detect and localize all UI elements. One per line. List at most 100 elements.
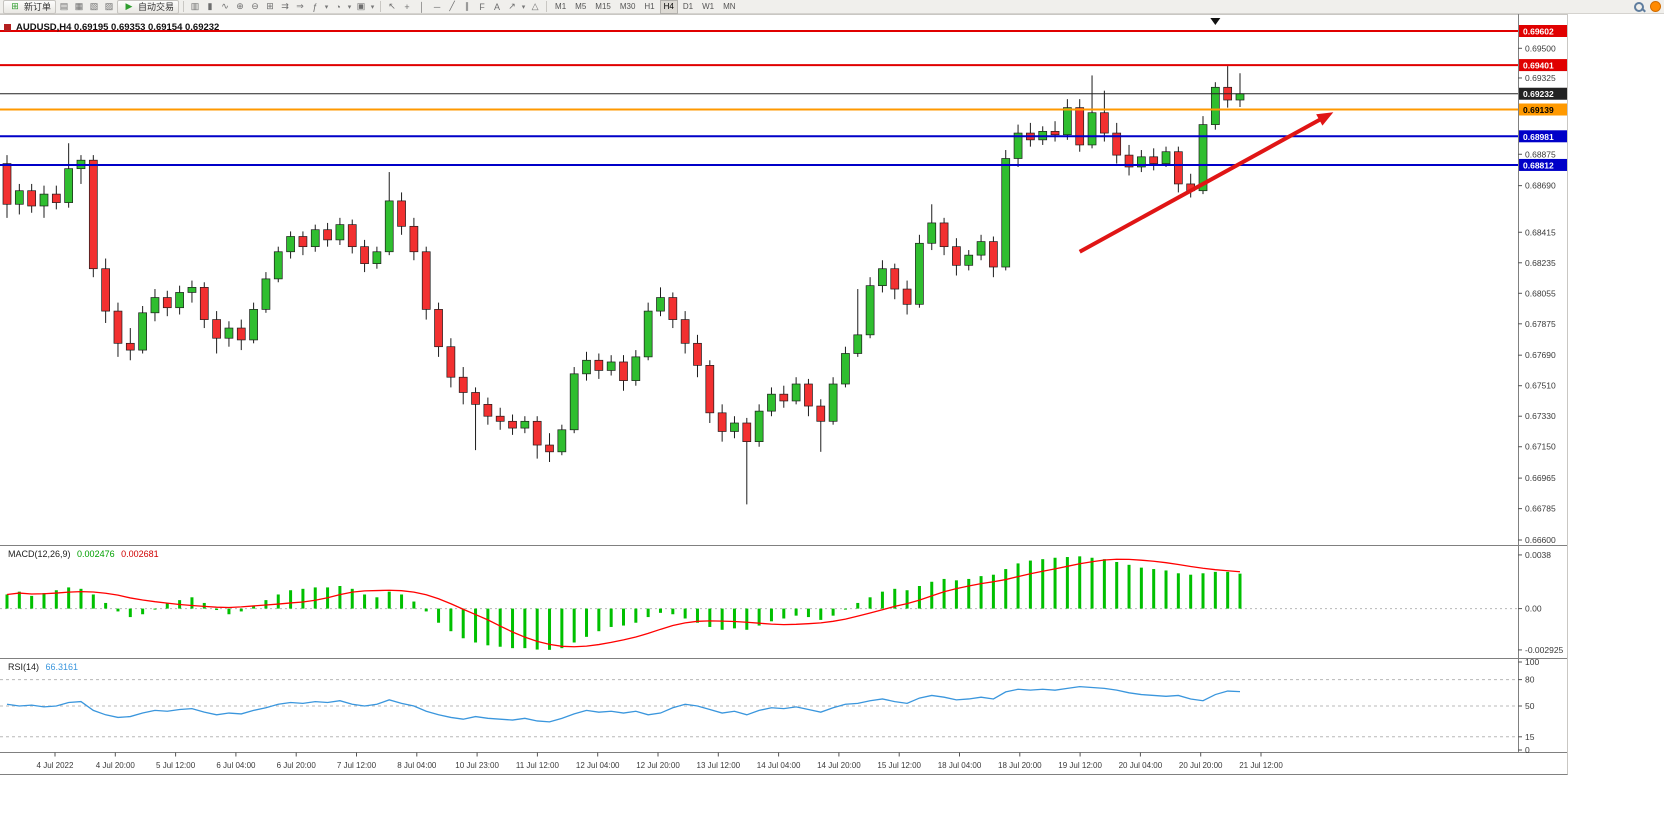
candle-body — [939, 222, 949, 248]
time-axis-label: 5 Jul 12:00 — [156, 761, 196, 770]
candle-body — [828, 383, 838, 422]
macd-histogram-bar — [128, 608, 132, 618]
trend-arrow-head[interactable] — [1316, 112, 1334, 126]
macd-histogram-bar — [215, 608, 219, 611]
chart-shift-icon[interactable]: ⇒ — [296, 1, 304, 11]
macd-histogram-bar — [745, 608, 749, 630]
candle-body — [878, 268, 887, 287]
shapes-icon[interactable]: △ — [531, 1, 539, 11]
candle-body — [1112, 132, 1122, 156]
community-icon[interactable] — [1650, 1, 1661, 12]
templates-icon[interactable]: ▣ — [356, 1, 366, 11]
macd-histogram-bar — [1102, 559, 1106, 609]
candle-body — [508, 420, 517, 429]
timeframe-H4[interactable]: H4 — [659, 0, 678, 14]
candle-body — [680, 319, 690, 344]
vertical-line-icon[interactable]: │ — [419, 1, 425, 12]
horizontal-line-icon[interactable]: ─ — [433, 1, 441, 12]
candle-body — [1050, 131, 1060, 136]
text-label-icon[interactable]: A — [494, 1, 501, 12]
candle-body — [446, 346, 456, 378]
indicators-caret-icon[interactable]: ▾ — [324, 3, 329, 11]
macd-histogram-bar — [400, 594, 404, 609]
level-price-label: 0.69401 — [1523, 61, 1554, 71]
macd-histogram-bar — [387, 591, 391, 609]
auto-scroll-icon[interactable]: ⇉ — [281, 1, 289, 11]
zoom-out-icon[interactable]: ⊖ — [251, 1, 259, 11]
macd-histogram-bar — [535, 608, 539, 650]
periods-caret-icon[interactable]: ▾ — [347, 3, 352, 11]
candle-body — [471, 392, 480, 405]
macd-histogram-bar — [843, 608, 847, 610]
chart-area[interactable]: 0.69500 0.69325 0.68875 0.68690 0.68415 0.682… — [0, 14, 1664, 826]
data-window-icon[interactable]: ▦ — [74, 1, 84, 11]
timeframe-M5[interactable]: M5 — [575, 1, 587, 11]
timeframe-MN[interactable]: MN — [723, 1, 736, 11]
timeframe-M1[interactable]: M1 — [555, 1, 567, 11]
time-axis-label: 18 Jul 04:00 — [938, 761, 982, 770]
line-chart-icon[interactable]: ∿ — [221, 1, 229, 11]
macd-histogram-bar — [350, 588, 354, 609]
indicators-icon[interactable]: ƒ — [312, 1, 318, 12]
candle-body — [557, 429, 567, 453]
macd-histogram-bar — [449, 608, 453, 632]
arrow-tool-icon[interactable]: ↗ — [508, 1, 516, 11]
macd-histogram-bar — [30, 595, 34, 609]
macd-histogram-bar — [190, 597, 194, 609]
macd-histogram-bar — [1065, 557, 1069, 609]
terminal-icon[interactable]: ▨ — [104, 1, 114, 11]
new-order-button[interactable]: ⊞ 新订单 — [3, 0, 57, 14]
trend-arrow-line[interactable] — [1078, 114, 1328, 254]
timeframe-W1[interactable]: W1 — [702, 1, 715, 11]
tile-windows-icon[interactable]: ⊞ — [266, 1, 274, 11]
macd-panel[interactable] — [0, 546, 1518, 659]
market-watch-icon[interactable]: ▤ — [59, 1, 69, 11]
candle-body — [545, 444, 554, 453]
arrow-tool-caret-icon[interactable]: ▾ — [521, 3, 526, 11]
time-axis-label: 14 Jul 20:00 — [817, 761, 861, 770]
price-tick-label: 0.68055 — [1525, 288, 1556, 298]
macd-histogram-bar — [461, 608, 465, 639]
candlestick-chart-icon[interactable]: ▮ — [207, 1, 213, 11]
time-axis-label: 18 Jul 20:00 — [998, 761, 1042, 770]
candle-body — [902, 288, 912, 305]
search-icon[interactable] — [1633, 1, 1646, 13]
templates-caret-icon[interactable]: ▾ — [370, 3, 375, 11]
time-axis-label: 6 Jul 04:00 — [216, 761, 256, 770]
price-tick-label: 0.66600 — [1525, 535, 1556, 545]
periods-icon[interactable]: ◔ — [335, 1, 341, 12]
timeframe-M15[interactable]: M15 — [595, 1, 611, 11]
macd-histogram-bar — [658, 608, 662, 613]
crosshair-icon[interactable]: + — [404, 1, 410, 12]
rsi-axis-label: 100 — [1525, 657, 1539, 667]
bar-chart-icon[interactable]: ▥ — [190, 1, 200, 11]
macd-histogram-bar — [338, 586, 342, 609]
macd-histogram-bar — [757, 608, 761, 626]
channel-icon[interactable]: ∥ — [464, 1, 470, 11]
navigator-icon[interactable]: ▧ — [89, 1, 99, 11]
rsi-axis-label: 80 — [1525, 675, 1535, 685]
cursor-icon[interactable]: ↖ — [388, 1, 396, 11]
trendline-icon[interactable]: ╱ — [449, 1, 455, 11]
fibonacci-icon[interactable]: F — [479, 1, 485, 12]
macd-histogram-bar — [239, 608, 243, 612]
time-axis-label: 10 Jul 23:00 — [455, 761, 499, 770]
down-triangle-marker — [1210, 18, 1221, 25]
timeframe-H1[interactable]: H1 — [644, 1, 655, 11]
candle-body — [236, 327, 246, 341]
candle-body — [742, 422, 752, 443]
rsi-line — [6, 685, 1241, 723]
candle-body — [323, 229, 332, 241]
macd-histogram-bar — [622, 608, 625, 626]
autotrade-button[interactable]: ▶ 自动交易 — [117, 0, 180, 14]
timeframe-M30[interactable]: M30 — [619, 1, 636, 11]
candle-body — [693, 342, 702, 366]
macd-axis-label: -0.002925 — [1525, 645, 1564, 655]
zoom-in-icon[interactable]: ⊕ — [236, 1, 244, 11]
timeframe-D1[interactable]: D1 — [682, 1, 694, 11]
rsi-axis-label: 0 — [1525, 745, 1530, 755]
candle-body — [335, 224, 345, 241]
macd-histogram-bar — [806, 608, 810, 618]
candle-body — [816, 405, 826, 422]
